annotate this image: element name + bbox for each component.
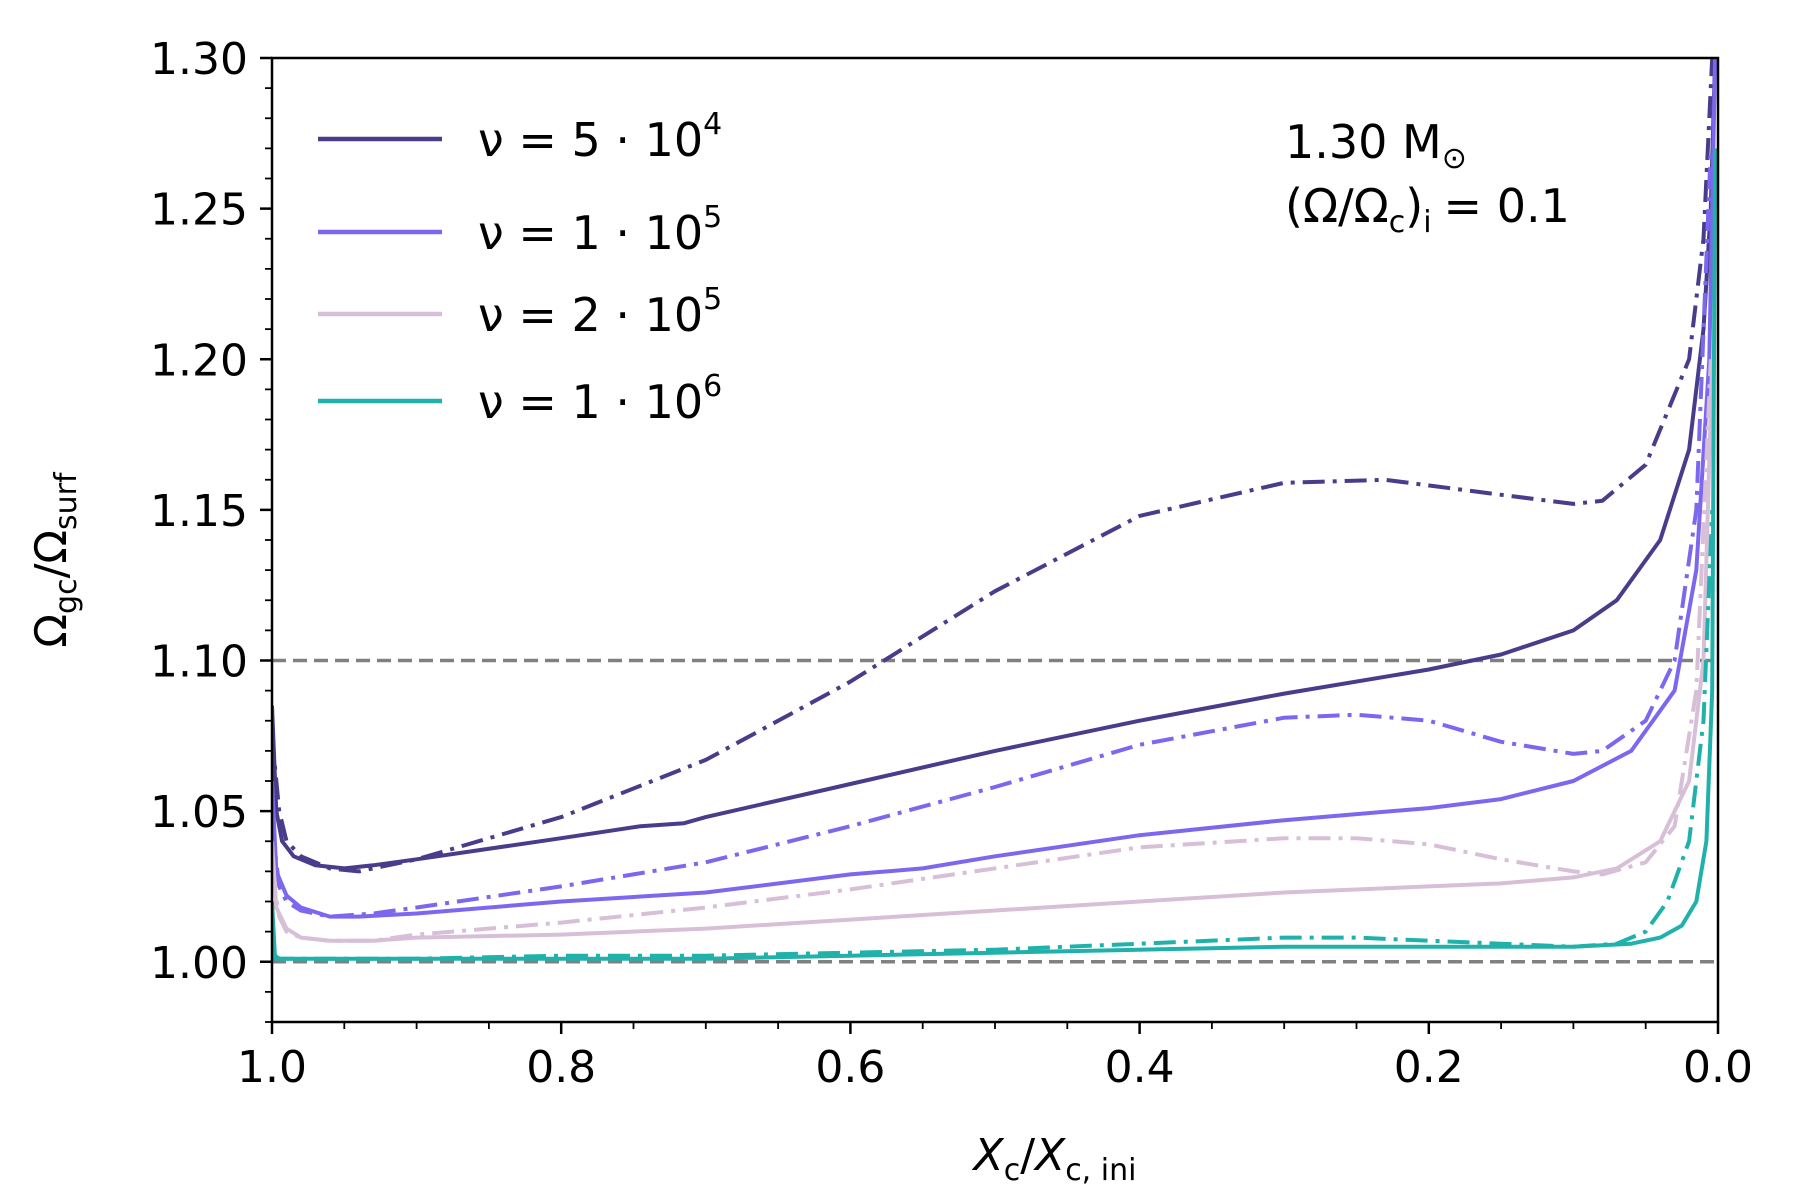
annotation-rotation: (Ω/Ωc)i = 0.1 — [1285, 179, 1570, 240]
series-line-3 — [272, 58, 1718, 919]
y-tick-label: 1.15 — [150, 486, 248, 537]
x-tick-label: 0.8 — [526, 1042, 596, 1093]
x-tick-label: 1.0 — [237, 1042, 307, 1093]
reference-lines — [272, 658, 1718, 964]
axis-ticks: 1.0 0.8 0.6 0.4 0.2 0.0 1.00 1.05 1.10 1.15 1.20 1.… — [150, 34, 1753, 1093]
legend-label-4: ν = 1 · 106 — [478, 369, 722, 429]
x-tick-label: 0.0 — [1683, 1042, 1753, 1093]
legend: ν = 5 · 104 ν = 1 · 105 ν = 2 · 105 ν = … — [318, 107, 722, 429]
legend-label-2: ν = 1 · 105 — [478, 200, 722, 260]
x-tick-label: 0.2 — [1394, 1042, 1464, 1093]
annotation: 1.30 M⊙ (Ω/Ωc)i = 0.1 — [1285, 115, 1570, 240]
series-line-4 — [272, 148, 1713, 919]
legend-label-3: ν = 2 · 105 — [478, 282, 722, 342]
x-tick-label: 0.4 — [1105, 1042, 1175, 1093]
annotation-mass: 1.30 M⊙ — [1285, 115, 1467, 176]
series-line-8 — [272, 509, 1715, 961]
plot-series — [272, 58, 1718, 961]
y-tick-label: 1.05 — [150, 787, 248, 838]
legend-label-1: ν = 5 · 104 — [478, 107, 722, 167]
x-axis-label: Xc/Xc, ini — [972, 1130, 1137, 1188]
series-line-1 — [272, 58, 1718, 871]
y-tick-label: 1.30 — [150, 34, 248, 85]
series-line-7 — [272, 148, 1718, 961]
y-axis-label: Ωgc/Ωsurf — [26, 471, 84, 648]
series-line-5 — [272, 359, 1715, 943]
y-tick-label: 1.20 — [150, 335, 248, 386]
y-tick-label: 1.25 — [150, 185, 248, 236]
x-tick-label: 0.6 — [815, 1042, 885, 1093]
series-line-6 — [272, 359, 1713, 943]
series-line-2 — [272, 58, 1715, 874]
y-tick-label: 1.00 — [150, 938, 248, 989]
y-tick-label: 1.10 — [150, 637, 248, 688]
